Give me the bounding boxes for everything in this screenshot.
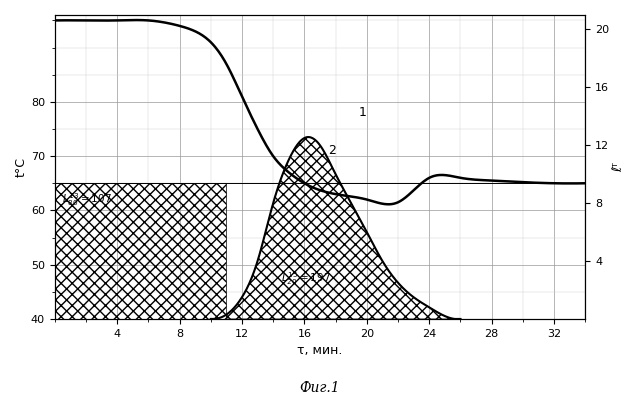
Y-axis label: ℓᵀ: ℓᵀ xyxy=(612,162,625,172)
Text: $L^{13}_{80}=107$: $L^{13}_{80}=107$ xyxy=(63,191,112,208)
Text: Фиг.1: Фиг.1 xyxy=(300,381,340,395)
Text: 1: 1 xyxy=(359,106,367,119)
X-axis label: τ, мин.: τ, мин. xyxy=(298,344,342,357)
Text: $L^{15}_{20}=197$: $L^{15}_{20}=197$ xyxy=(281,270,331,287)
Text: 2: 2 xyxy=(328,144,336,157)
Y-axis label: t°C: t°C xyxy=(15,157,28,177)
